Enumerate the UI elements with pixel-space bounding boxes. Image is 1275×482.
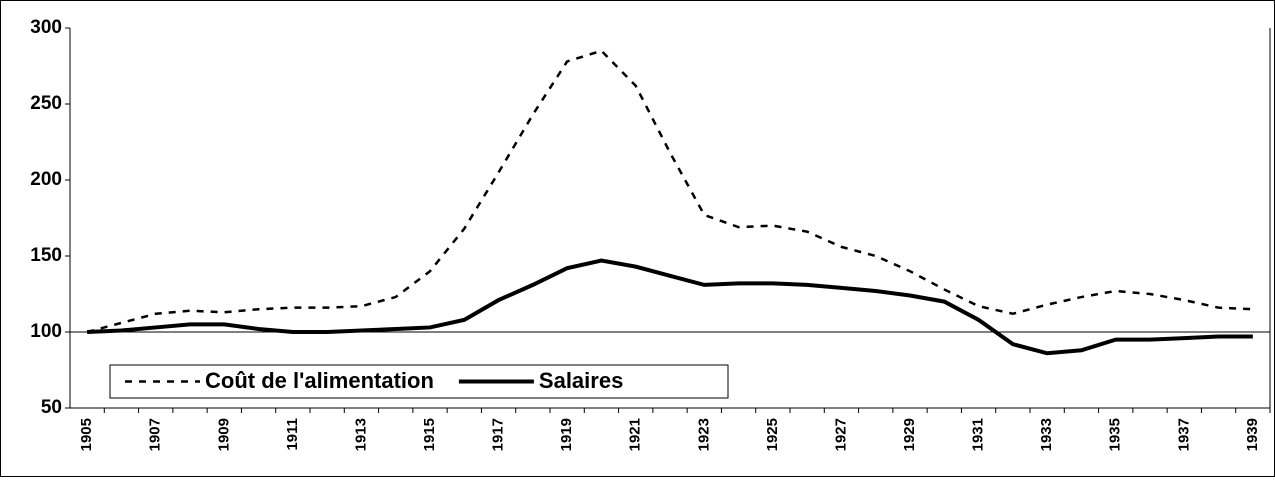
series-line — [86, 49, 1253, 334]
x-tick-label: 1933 — [1038, 418, 1055, 451]
x-tick-label: 1931 — [970, 418, 987, 451]
y-tick-label: 300 — [30, 17, 62, 38]
x-tick-label: 1939 — [1244, 418, 1261, 451]
y-tick-label: 50 — [41, 397, 62, 418]
legend-label: Salaires — [539, 368, 623, 393]
x-tick-label: 1911 — [284, 418, 301, 451]
x-tick-label: 1915 — [421, 418, 438, 451]
x-tick-label: 1925 — [764, 418, 781, 451]
x-tick-label: 1929 — [901, 418, 918, 451]
y-tick-label: 250 — [30, 93, 62, 114]
x-tick-label: 1921 — [627, 418, 644, 451]
x-tick-label: 1937 — [1175, 418, 1192, 451]
y-tick-label: 200 — [30, 169, 62, 190]
x-tick-label: 1919 — [558, 418, 575, 451]
x-tick-label: 1927 — [832, 418, 849, 451]
legend-label: Coût de l'alimentation — [205, 368, 434, 393]
series-line — [87, 258, 1253, 356]
x-tick-label: 1913 — [352, 418, 369, 451]
legend-box — [109, 364, 729, 399]
x-tick-label: 1905 — [78, 418, 95, 451]
x-tick-label: 1923 — [695, 418, 712, 451]
x-tick-label: 1917 — [490, 418, 507, 451]
y-tick-label: 150 — [30, 245, 62, 266]
x-tick-label: 1935 — [1107, 418, 1124, 451]
x-tick-label: 1909 — [215, 418, 232, 451]
y-tick-label: 100 — [30, 321, 62, 342]
x-tick-label: 1907 — [147, 418, 164, 451]
